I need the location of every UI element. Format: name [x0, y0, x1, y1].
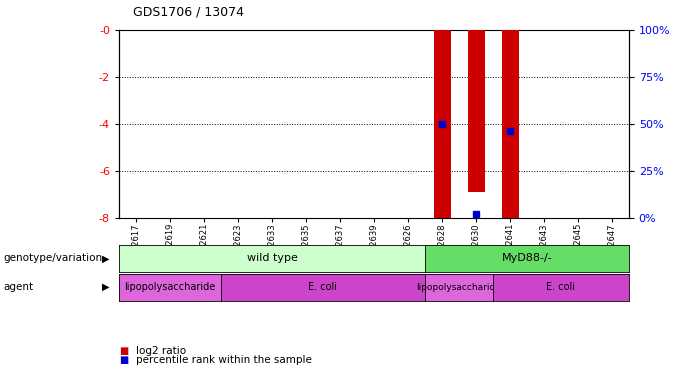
Bar: [434, 30, 450, 217]
Text: lipopolysaccharide: lipopolysaccharide: [124, 282, 216, 292]
Text: genotype/variation: genotype/variation: [3, 254, 103, 263]
Text: ▶: ▶: [102, 254, 109, 263]
Text: log2 ratio: log2 ratio: [136, 346, 186, 355]
Text: lipopolysaccharide: lipopolysaccharide: [417, 283, 501, 292]
Bar: [468, 30, 484, 192]
Text: percentile rank within the sample: percentile rank within the sample: [136, 355, 312, 365]
Text: ▶: ▶: [102, 282, 109, 292]
Text: GDS1706 / 13074: GDS1706 / 13074: [133, 6, 243, 19]
Text: ■: ■: [119, 355, 129, 365]
Bar: [502, 30, 518, 217]
Text: E. coli: E. coli: [547, 282, 575, 292]
Text: ■: ■: [119, 346, 129, 355]
Text: MyD88-/-: MyD88-/-: [502, 254, 552, 263]
Text: agent: agent: [3, 282, 33, 292]
Text: E. coli: E. coli: [309, 282, 337, 292]
Text: wild type: wild type: [247, 254, 297, 263]
